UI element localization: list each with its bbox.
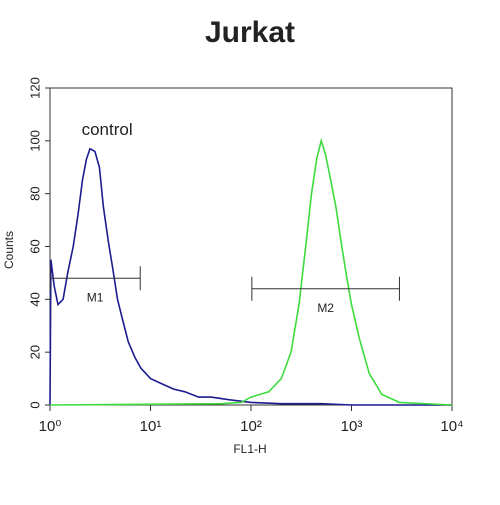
marker-label: M2 <box>317 301 334 315</box>
series-line <box>49 147 452 406</box>
y-tick-label: 100 <box>27 130 42 152</box>
annotation: control <box>82 120 133 139</box>
x-tick-label: 10⁰ <box>39 418 62 435</box>
y-tick-label: 0 <box>27 401 42 408</box>
chart-title: Jurkat <box>205 16 295 49</box>
marker-label: M1 <box>87 290 104 304</box>
y-tick-label: 60 <box>27 239 42 253</box>
x-tick-label: 10² <box>240 418 262 435</box>
x-tick-label: 10³ <box>341 418 363 435</box>
y-tick-label: 120 <box>27 77 42 99</box>
series-line <box>49 137 453 406</box>
x-tick-label: 10¹ <box>140 418 162 435</box>
y-tick-label: 20 <box>27 345 42 359</box>
x-tick-label: 10⁴ <box>440 418 463 435</box>
y-tick-label: 40 <box>27 292 42 306</box>
y-axis-label: Counts <box>2 231 16 269</box>
y-tick-label: 80 <box>27 186 42 200</box>
x-axis-label: FL1-H <box>233 442 266 456</box>
